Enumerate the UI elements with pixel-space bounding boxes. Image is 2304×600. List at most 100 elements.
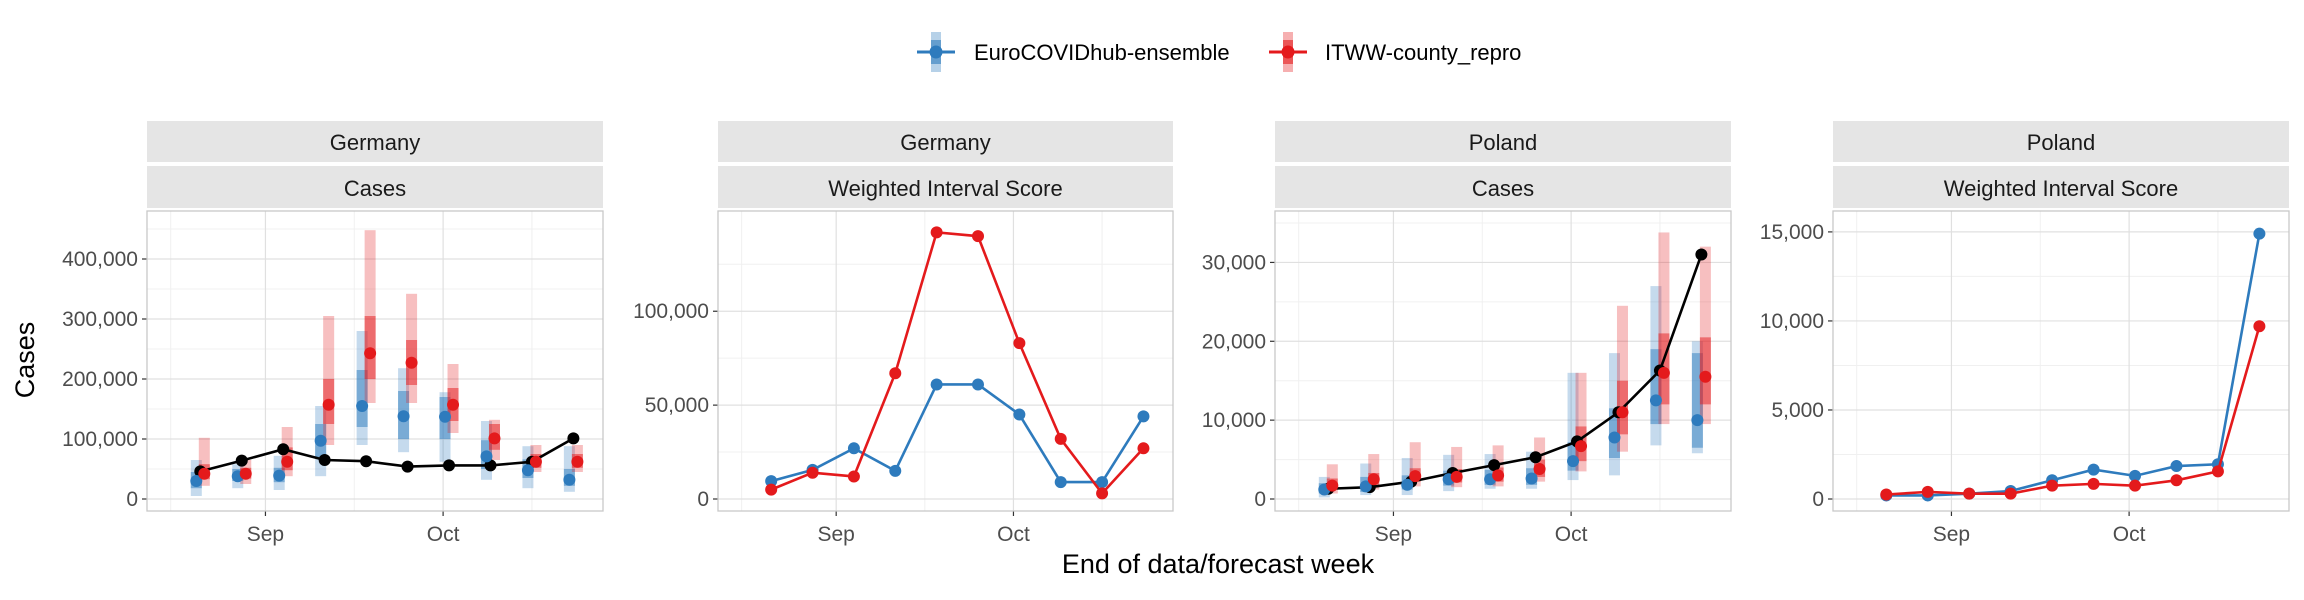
facet-strip-location — [1833, 121, 2289, 162]
score-point — [930, 378, 943, 391]
interval-90-band — [1451, 446, 1463, 488]
score-point — [765, 483, 778, 496]
x-tick-label: Sep — [247, 523, 284, 546]
facet-strip-measure — [147, 166, 603, 208]
score-point — [1137, 442, 1150, 455]
legend: EuroCOVIDhub-ensemble ITWW-county_repro — [917, 32, 1521, 72]
score-line — [1886, 325, 2261, 496]
score-point — [930, 226, 943, 239]
score-point — [1054, 432, 1067, 445]
score-point — [2253, 320, 2266, 333]
score-point — [1921, 485, 1934, 498]
median-point — [1367, 473, 1380, 486]
observed-point — [401, 460, 414, 473]
y-tick-label: 10,000 — [1760, 310, 1824, 333]
score-point — [2129, 479, 2142, 492]
median-point — [1649, 394, 1662, 407]
facet-label-location: Poland — [2027, 130, 2096, 155]
facet-label-measure: Weighted Interval Score — [828, 176, 1062, 201]
score-point — [889, 367, 902, 380]
y-axis-title: Cases — [10, 322, 40, 399]
panel-poland-wis: Poland Weighted Interval Score 0 5,000 10,00… — [1760, 121, 2290, 546]
score-line — [1886, 233, 2261, 497]
x-tick-label: Sep — [1933, 523, 1970, 546]
median-point — [1450, 470, 1463, 483]
score-point — [2004, 487, 2017, 500]
score-point — [1096, 487, 1109, 500]
score-point — [2170, 474, 2183, 487]
observed-point — [1488, 459, 1501, 472]
observed-point — [235, 454, 248, 467]
y-tick-label: 0 — [1812, 488, 1824, 511]
median-point — [1401, 478, 1414, 491]
median-point — [1575, 440, 1588, 453]
score-point — [2087, 477, 2100, 490]
interval-50-band — [1691, 353, 1703, 448]
facet-strip-location — [718, 121, 1173, 162]
median-point — [1359, 480, 1372, 493]
y-tick-label: 0 — [697, 488, 709, 511]
median-point — [356, 400, 369, 412]
median-point — [405, 356, 418, 369]
y-tick-label: 100,000 — [633, 300, 709, 323]
legend-label-repro: ITWW-county_repro — [1325, 40, 1521, 65]
median-point — [488, 432, 501, 445]
y-tick-label: 300,000 — [62, 308, 138, 331]
median-point — [239, 467, 252, 480]
interval-90-band — [1658, 232, 1670, 425]
median-point — [1616, 406, 1629, 419]
interval-90-band — [1567, 372, 1579, 481]
median-point — [529, 455, 542, 468]
observed-point — [1695, 248, 1708, 261]
y-tick-label: 0 — [126, 488, 138, 511]
score-point — [1880, 488, 1893, 501]
score-point — [889, 464, 902, 477]
x-tick-label: Oct — [1555, 523, 1588, 546]
median-point — [447, 398, 460, 411]
median-point — [397, 410, 410, 423]
interval-90-band — [1368, 454, 1380, 490]
score-line — [770, 230, 1145, 496]
median-point — [1409, 470, 1422, 483]
median-point — [273, 469, 286, 482]
median-point — [480, 450, 493, 463]
panel-border — [1274, 210, 1732, 512]
y-tick-label: 50,000 — [645, 394, 709, 417]
y-tick-label: 200,000 — [62, 368, 138, 391]
facet-strip-measure — [1275, 166, 1731, 208]
facet-strip-location — [1275, 121, 1731, 162]
median-point — [1699, 370, 1712, 383]
median-point — [1608, 431, 1621, 444]
interval-90-band — [1699, 246, 1711, 425]
score-point — [847, 470, 860, 483]
score-point — [1013, 337, 1026, 350]
median-point — [1657, 366, 1670, 379]
panel-germany-wis: Germany Weighted Interval Score 0 50,000 100… — [633, 121, 1174, 546]
legend-key-repro — [1269, 32, 1307, 72]
score-point — [1096, 476, 1109, 489]
facet-strip-measure — [1833, 166, 2289, 208]
interval-90-band — [1616, 305, 1628, 452]
observed-point — [360, 455, 373, 468]
median-point — [190, 475, 203, 487]
median-point — [563, 473, 576, 486]
median-point — [314, 434, 327, 447]
y-tick-label: 20,000 — [1202, 330, 1266, 353]
interval-90-band — [198, 437, 210, 486]
y-tick-label: 10,000 — [1202, 409, 1266, 432]
facet-label-measure: Weighted Interval Score — [1944, 176, 2178, 201]
score-point — [1054, 476, 1067, 489]
x-tick-label: Oct — [427, 523, 460, 546]
y-tick-label: 30,000 — [1202, 251, 1266, 274]
score-point — [2046, 479, 2059, 492]
facet-strip-location — [147, 121, 603, 162]
observed-point — [443, 459, 456, 472]
interval-90-band — [1575, 372, 1587, 472]
median-point — [1326, 479, 1339, 492]
observed-line — [199, 437, 575, 473]
panel-border — [1832, 210, 2290, 512]
panel-germany-cases: Germany Cases 0 100,000 200,000 300,000 400,00… — [62, 121, 604, 546]
y-tick-label: 15,000 — [1760, 221, 1824, 244]
y-tick-label: 400,000 — [62, 248, 138, 271]
